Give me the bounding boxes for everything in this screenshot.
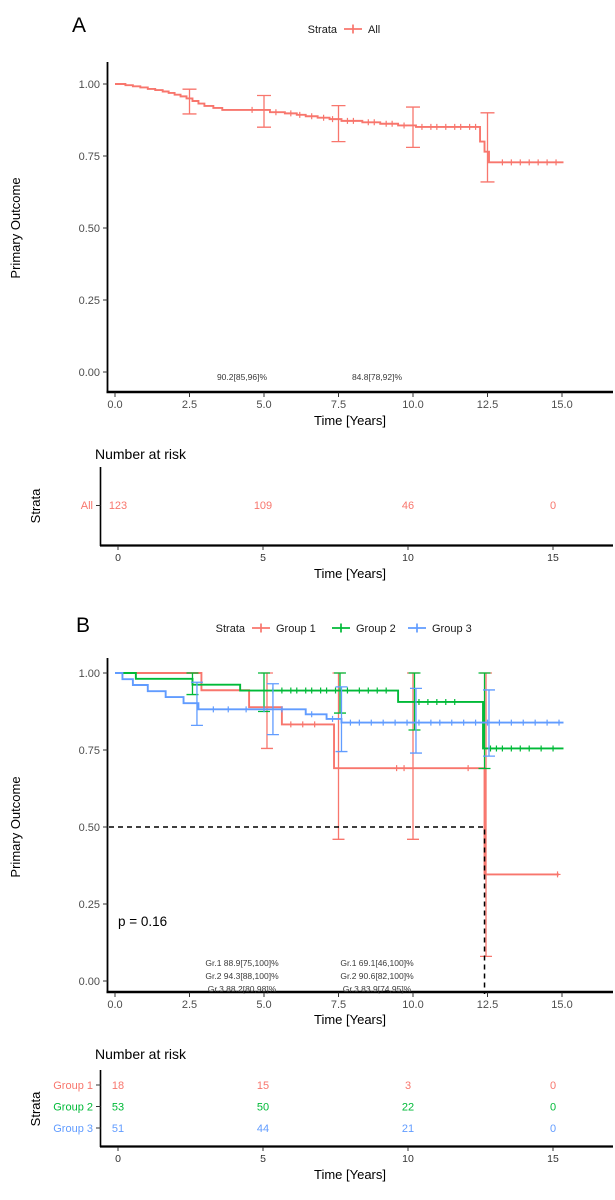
risk-x-axis-title-b: Time [Years] — [314, 1167, 386, 1182]
y-axis-title-b: Primary Outcome — [8, 776, 23, 877]
risk-value: 44 — [257, 1123, 269, 1135]
legend-marker-group3-icon — [408, 623, 426, 633]
panel-b-chart: B Strata Group 1 Group 2 Group 3 1.00 — [8, 614, 613, 1182]
risk-row-label-group3: Group 3 — [53, 1123, 93, 1135]
risk-value: 21 — [402, 1123, 414, 1135]
risk-value: 22 — [402, 1102, 414, 1114]
annotation-b-10y-g1: Gr.1 69.1[46,100]% — [340, 958, 414, 968]
risk-x-tick: 10 — [402, 552, 414, 564]
legend-marker-group1-icon — [252, 623, 270, 633]
x-tick-b-5: 12.5 — [477, 999, 498, 1011]
risk-strata-label-a: Strata — [28, 488, 43, 523]
y-tick-a-075: 0.75 — [79, 151, 100, 163]
annotation-b-10y-g3: Gr.3 83.9[74,95]% — [343, 984, 412, 994]
risk-value: 0 — [550, 500, 556, 512]
x-tick-b-6: 15.0 — [551, 999, 572, 1011]
x-tick-a-1: 2.5 — [182, 399, 197, 411]
annotation-a-5y: 90.2[85,96]% — [217, 372, 268, 382]
panel-a-chart: A Strata All 1.00 0.75 0.50 0.25 0.00 — [8, 14, 613, 581]
y-axis-title-a: Primary Outcome — [8, 177, 23, 278]
annotation-b-5y-g2: Gr.2 94.3[88,100]% — [205, 971, 279, 981]
risk-x-tick: 15 — [547, 552, 559, 564]
x-tick-a-4: 10.0 — [402, 399, 423, 411]
legend-title-b: Strata — [216, 623, 246, 635]
risk-x-tick: 5 — [260, 552, 266, 564]
risk-value: 109 — [254, 500, 272, 512]
x-axis-title-a: Time [Years] — [314, 413, 386, 428]
risk-x-tick-marks-a — [117, 546, 554, 550]
y-tick-a-050: 0.50 — [79, 223, 100, 235]
y-tick-a-100: 1.00 — [79, 79, 100, 91]
y-tick-b-000: 0.00 — [79, 976, 100, 988]
x-tick-a-0: 0.0 — [107, 399, 122, 411]
annotation-a-10y: 84.8[78,92]% — [352, 372, 403, 382]
x-tick-a-5: 12.5 — [477, 399, 498, 411]
risk-x-tick: 10 — [402, 1153, 414, 1165]
risk-x-tick: 15 — [547, 1153, 559, 1165]
y-tick-b-100: 1.00 — [79, 668, 100, 680]
risk-strata-label-b: Strata — [28, 1091, 43, 1126]
panel-b-label: B — [76, 614, 90, 637]
risk-table-title-a: Number at risk — [95, 446, 187, 462]
y-tick-b-025: 0.25 — [79, 899, 100, 911]
risk-row-label-group2: Group 2 — [53, 1102, 93, 1114]
y-tick-b-050: 0.50 — [79, 822, 100, 834]
risk-x-tick: 0 — [115, 552, 121, 564]
risk-x-axis-title-a: Time [Years] — [314, 566, 386, 581]
risk-value: 50 — [257, 1102, 269, 1114]
x-tick-a-6: 15.0 — [551, 399, 572, 411]
risk-row-label-all: All — [81, 500, 93, 512]
y-axis-tick-marks-a — [103, 83, 108, 373]
x-tick-a-3: 7.5 — [331, 399, 346, 411]
y-tick-b-075: 0.75 — [79, 745, 100, 757]
legend-item-group3: Group 3 — [432, 623, 472, 635]
risk-x-tick: 5 — [260, 1153, 266, 1165]
legend-item-group2: Group 2 — [356, 623, 396, 635]
risk-value: 0 — [550, 1102, 556, 1114]
risk-value: 53 — [112, 1102, 124, 1114]
x-axis-tick-marks-a — [114, 392, 563, 397]
legend-title-a: Strata — [308, 24, 338, 36]
annotation-b-5y-g3: Gr.3 88.2[80,98]% — [208, 984, 277, 994]
risk-value: 46 — [402, 500, 414, 512]
x-tick-b-0: 0.0 — [107, 999, 122, 1011]
annotation-b-5y-g1: Gr.1 88.9[75,100]% — [205, 958, 279, 968]
y-tick-a-000: 0.00 — [79, 367, 100, 379]
legend-marker-group2-icon — [332, 623, 350, 633]
risk-value: 0 — [550, 1080, 556, 1092]
risk-row-tick-marks-b — [96, 1084, 101, 1129]
x-tick-b-3: 7.5 — [331, 999, 346, 1011]
risk-value: 15 — [257, 1080, 269, 1092]
x-tick-b-2: 5.0 — [256, 999, 271, 1011]
annotation-b-10y-g2: Gr.2 90.6[82,100]% — [340, 971, 414, 981]
y-tick-a-025: 0.25 — [79, 295, 100, 307]
x-tick-b-4: 10.0 — [402, 999, 423, 1011]
risk-table-title-b: Number at risk — [95, 1046, 187, 1062]
x-tick-a-2: 5.0 — [256, 399, 271, 411]
risk-value: 51 — [112, 1123, 124, 1135]
p-value-label: p = 0.16 — [118, 914, 167, 929]
risk-row-label-group1: Group 1 — [53, 1080, 93, 1092]
panel-a-label: A — [72, 14, 86, 37]
legend-item-all: All — [368, 24, 380, 36]
risk-value: 3 — [405, 1080, 411, 1092]
risk-value: 18 — [112, 1080, 124, 1092]
survival-curves-a — [115, 83, 564, 183]
legend-marker-all-icon — [344, 24, 362, 34]
x-axis-tick-marks-b — [114, 992, 563, 997]
risk-x-tick: 0 — [115, 1153, 121, 1165]
risk-x-tick-marks-b — [117, 1147, 554, 1151]
x-tick-b-1: 2.5 — [182, 999, 197, 1011]
y-axis-tick-marks-b — [103, 672, 108, 982]
x-axis-title-b: Time [Years] — [314, 1012, 386, 1027]
risk-value: 0 — [550, 1123, 556, 1135]
survival-curves-b — [109, 672, 564, 994]
legend-item-group1: Group 1 — [276, 623, 316, 635]
risk-value: 123 — [109, 500, 127, 512]
